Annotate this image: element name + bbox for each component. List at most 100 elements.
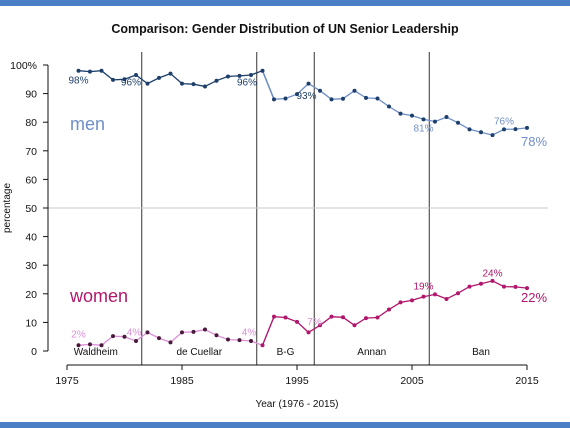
- women-point: [502, 284, 506, 289]
- women-value-label: 2%: [71, 329, 86, 340]
- y-tick-label: 90: [25, 89, 37, 101]
- women-point: [295, 319, 299, 324]
- men-point: [398, 111, 403, 116]
- men-point: [525, 125, 529, 130]
- women-point: [157, 336, 161, 341]
- men-point: [168, 71, 173, 76]
- men-point: [295, 92, 299, 97]
- women-point: [479, 281, 483, 286]
- men-point: [502, 127, 506, 132]
- y-tick-label: 30: [25, 260, 37, 272]
- men-point: [456, 120, 460, 125]
- y-tick-label: 10: [25, 317, 37, 329]
- men-series-line-late: [261, 70, 528, 136]
- leader-label: B-G: [277, 347, 295, 358]
- women-point: [352, 323, 357, 328]
- men-point: [203, 84, 207, 89]
- series-group: [76, 68, 529, 348]
- men-point: [180, 81, 184, 86]
- women-point: [387, 307, 391, 312]
- men-point: [99, 68, 104, 73]
- women-point: [226, 337, 230, 342]
- women-point: [180, 330, 184, 335]
- men-point: [191, 82, 196, 87]
- x-tick-label: 1975: [55, 375, 79, 387]
- men-point: [318, 88, 322, 93]
- men-point: [375, 96, 380, 101]
- men-point: [145, 81, 150, 86]
- women-point: [249, 338, 253, 343]
- women-point: [398, 300, 403, 305]
- leader-label: Waldheim: [74, 347, 118, 358]
- men-point: [88, 69, 92, 74]
- women-point: [433, 292, 437, 297]
- men-point: [226, 74, 230, 79]
- women-value-label: 4%: [242, 328, 257, 339]
- men-point: [490, 133, 495, 138]
- leader-labels: Waldheim de Cuellar B-G Annan Ban: [74, 347, 490, 358]
- y-tick-label: 0: [31, 346, 37, 358]
- men-point: [111, 77, 115, 82]
- women-point: [456, 291, 460, 296]
- women-value-label: 7%: [307, 317, 322, 328]
- women-point: [76, 343, 81, 348]
- men-point: [352, 88, 357, 93]
- women-point: [203, 327, 207, 332]
- men-point: [341, 96, 345, 101]
- men-point: [306, 81, 311, 86]
- bottom-frame-bar: [0, 422, 570, 428]
- men-point: [467, 127, 472, 132]
- y-tick-label: 100%: [10, 60, 37, 72]
- women-value-label: 24%: [482, 268, 502, 279]
- men-point: [410, 113, 414, 118]
- men-point: [237, 73, 242, 78]
- men-value-label: 96%: [237, 77, 257, 88]
- men-value-label: 98%: [68, 76, 88, 87]
- men-point: [513, 127, 518, 132]
- axes: 0 10 20 30 40 50 60 70 80 90 100% 1975 1985 1995 2005 2…: [10, 60, 539, 387]
- women-point: [329, 314, 334, 319]
- men-value-label: 96%: [121, 77, 141, 88]
- x-axis-title: Year (1976 - 2015): [255, 399, 338, 410]
- men-point: [421, 117, 426, 122]
- women-point: [237, 338, 242, 343]
- y-tick-label: 40: [25, 232, 37, 244]
- men-point: [272, 97, 276, 102]
- men-point: [76, 68, 81, 73]
- women-point: [272, 314, 276, 319]
- women-point: [122, 334, 127, 339]
- x-tick-label: 1995: [285, 375, 309, 387]
- y-axis-title: percentage: [2, 183, 13, 233]
- women-point: [306, 330, 311, 335]
- women-value-label: 4%: [127, 328, 142, 339]
- women-series-line-late: [261, 280, 528, 346]
- men-value-label: 93%: [296, 91, 316, 102]
- men-point: [364, 95, 368, 100]
- men-point: [157, 75, 161, 80]
- women-point: [318, 323, 322, 328]
- men-point: [479, 130, 483, 135]
- women-point: [375, 315, 380, 320]
- women-point: [168, 340, 173, 345]
- y-tick-label: 20: [25, 289, 37, 301]
- top-frame-bar: [0, 0, 570, 6]
- women-point: [88, 342, 92, 347]
- men-point: [122, 77, 127, 82]
- y-tick-label: 80: [25, 117, 37, 129]
- women-point: [490, 278, 495, 283]
- women-point: [525, 286, 529, 291]
- men-point: [387, 104, 391, 109]
- x-tick-label: 2015: [515, 375, 539, 387]
- men-value-label: 81%: [413, 123, 433, 134]
- leader-label: Ban: [472, 347, 490, 358]
- y-tick-label: 50: [25, 203, 37, 215]
- men-point: [433, 119, 437, 124]
- women-value-label: 19%: [413, 282, 433, 293]
- men-point: [283, 96, 288, 101]
- men-point: [134, 73, 138, 78]
- women-series-label: women: [69, 286, 128, 306]
- y-tick-label: 60: [25, 174, 37, 186]
- women-point: [134, 338, 138, 343]
- men-point: [260, 68, 265, 73]
